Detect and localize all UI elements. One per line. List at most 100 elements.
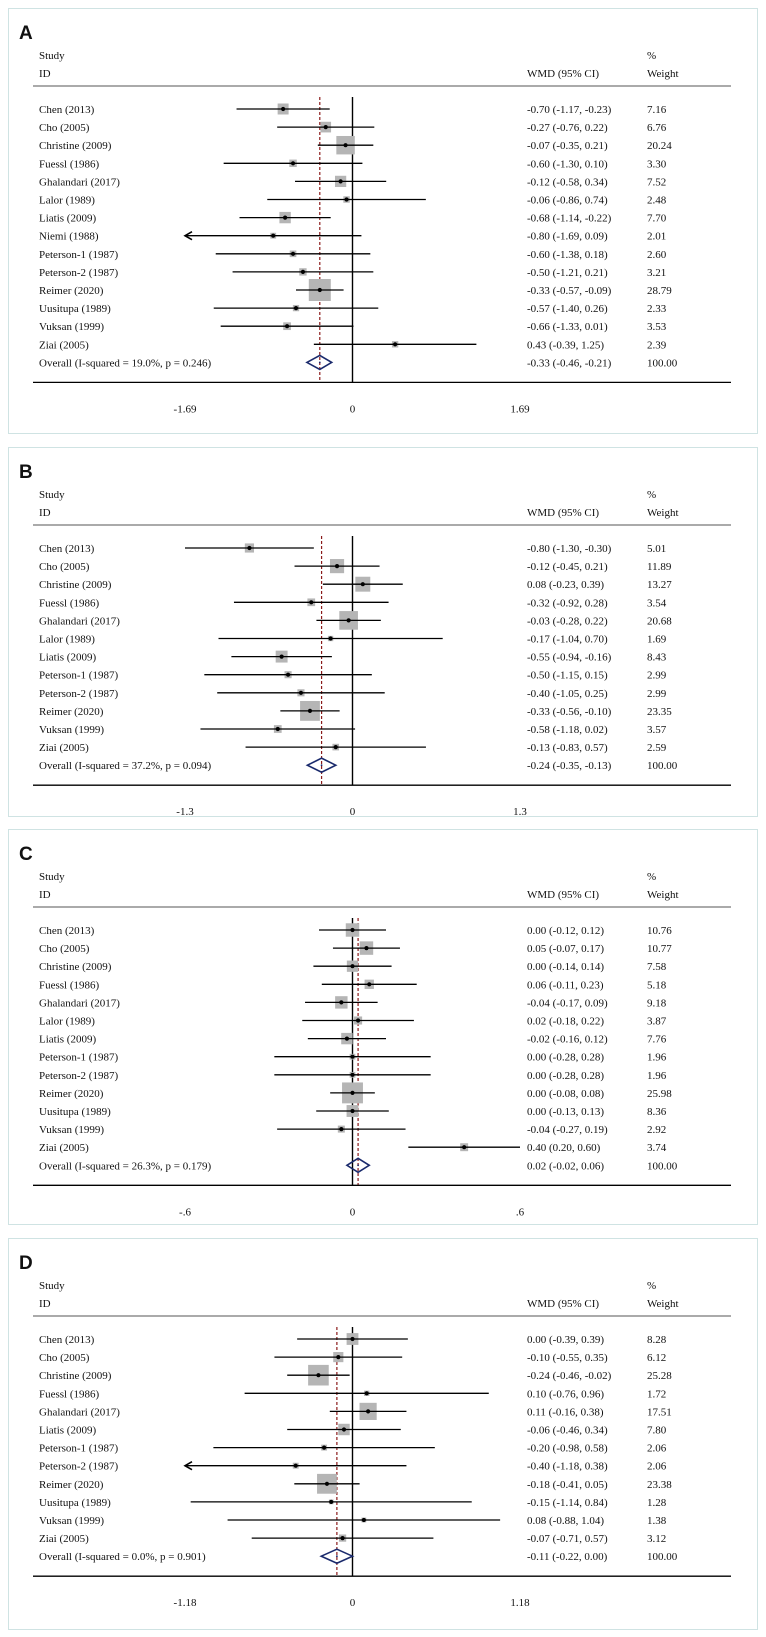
- point-estimate: [339, 1127, 344, 1132]
- study-label: Liatis (2009): [39, 1034, 96, 1046]
- point-estimate: [350, 927, 355, 933]
- x-tick-label: -.6: [179, 1206, 191, 1218]
- study-weight-text: 3.54: [647, 597, 667, 609]
- header-study: Study: [39, 50, 65, 62]
- study-label: Peterson-1 (1987): [39, 1052, 118, 1064]
- study-row: Uusitupa (1989) 0.00 (-0.13, 0.13) 8.36: [39, 1105, 667, 1118]
- point-estimate: [343, 143, 348, 148]
- point-estimate: [350, 1108, 355, 1114]
- overall-ci-text: 0.02 (-0.02, 0.06): [527, 1160, 604, 1172]
- study-ci-text: -0.55 (-0.94, -0.16): [527, 652, 612, 664]
- study-label: Fuessl (1986): [39, 158, 100, 170]
- study-weight-text: 1.69: [647, 634, 667, 646]
- study-weight-text: 5.18: [647, 979, 667, 991]
- header-percent: %: [647, 50, 656, 62]
- study-row: Uusitupa (1989) -0.57 (-1.40, 0.26) 2.33: [39, 303, 667, 315]
- study-weight-text: 8.43: [647, 652, 667, 664]
- point-estimate: [360, 582, 365, 587]
- header-id: ID: [39, 68, 51, 80]
- study-ci-text: -0.06 (-0.86, 0.74): [527, 195, 608, 207]
- study-ci-text: -0.57 (-1.40, 0.26): [527, 303, 608, 315]
- study-label: Fuessl (1986): [39, 597, 100, 609]
- point-estimate: [271, 233, 276, 238]
- overall-row: Overall (I-squared = 37.2%, p = 0.094) -0…: [39, 757, 678, 774]
- study-row: Chen (2013) -0.70 (-1.17, -0.23) 7.16: [39, 103, 667, 116]
- point-estimate: [344, 1036, 350, 1041]
- study-ci-text: -0.58 (-1.18, 0.02): [527, 724, 608, 736]
- study-label: Christine (2009): [39, 1370, 112, 1382]
- study-row: Peterson-1 (1987) -0.50 (-1.15, 0.15) 2.99: [39, 670, 667, 682]
- study-weight-text: 1.72: [647, 1388, 666, 1400]
- study-label: Ghalandari (2017): [39, 997, 120, 1009]
- study-row: Vuksan (1999) -0.58 (-1.18, 0.02) 3.57: [39, 724, 667, 736]
- study-label: Cho (2005): [39, 1352, 90, 1364]
- overall-weight-text: 100.00: [647, 1160, 678, 1172]
- study-weight-text: 8.28: [647, 1334, 667, 1346]
- study-label: Niemi (1988): [39, 231, 99, 243]
- study-ci-text: -0.02 (-0.16, 0.12): [527, 1034, 608, 1046]
- study-weight-text: 11.89: [647, 561, 672, 573]
- study-row: Ghalandari (2017) -0.03 (-0.28, 0.22) 20.6…: [39, 611, 672, 630]
- study-ci-text: -0.33 (-0.57, -0.09): [527, 285, 612, 297]
- study-label: Vuksan (1999): [39, 321, 104, 333]
- study-label: Uusitupa (1989): [39, 1106, 111, 1118]
- study-label: Liatis (2009): [39, 213, 96, 225]
- forest-plot-b: B Study ID WMD (95% CI)% Weight Chen (2013) -0…: [19, 462, 731, 816]
- header-effect: WMD (95% CI): [527, 507, 599, 519]
- point-estimate: [364, 1391, 369, 1396]
- point-estimate: [298, 690, 304, 695]
- study-row: Christine (2009) 0.00 (-0.14, 0.14) 7.58: [39, 960, 667, 973]
- study-label: Uusitupa (1989): [39, 303, 111, 315]
- point-estimate: [344, 197, 349, 202]
- study-weight-text: 2.60: [647, 249, 667, 261]
- header-effect: WMD (95% CI): [527, 1298, 599, 1310]
- point-estimate: [247, 545, 252, 551]
- study-label: Uusitupa (1989): [39, 1497, 111, 1509]
- study-row: Niemi (1988) -0.80 (-1.69, 0.09) 2.01: [39, 231, 666, 243]
- study-ci-text: 0.40 (0.20, 0.60): [527, 1142, 601, 1154]
- study-ci-text: -0.12 (-0.45, 0.21): [527, 561, 608, 573]
- study-label: Ghalandari (2017): [39, 615, 120, 627]
- point-estimate: [350, 1054, 355, 1059]
- study-weight-text: 3.87: [647, 1016, 667, 1028]
- x-tick-label: 0: [350, 1597, 356, 1609]
- study-label: Cho (2005): [39, 943, 90, 955]
- study-label: Chen (2013): [39, 1334, 95, 1346]
- point-estimate: [285, 672, 291, 677]
- study-label: Cho (2005): [39, 561, 90, 573]
- point-estimate: [279, 654, 284, 659]
- study-weight-text: 20.68: [647, 615, 672, 627]
- study-label: Reimer (2020): [39, 285, 104, 297]
- study-weight-text: 2.99: [647, 688, 667, 700]
- study-ci-text: -0.70 (-1.17, -0.23): [527, 104, 612, 116]
- point-estimate: [350, 1090, 355, 1095]
- study-weight-text: 3.12: [647, 1533, 666, 1545]
- point-estimate: [366, 1409, 371, 1414]
- study-weight-text: 2.99: [647, 670, 667, 682]
- point-estimate: [322, 1445, 327, 1450]
- study-ci-text: -0.50 (-1.15, 0.15): [527, 670, 608, 682]
- header-id: ID: [39, 1298, 51, 1310]
- point-estimate: [462, 1145, 467, 1150]
- panel-label: C: [19, 844, 33, 865]
- panel-a: A Study ID WMD (95% CI)% Weight Chen (2013) -0…: [8, 8, 758, 434]
- study-weight-text: 10.76: [647, 925, 672, 937]
- overall-label: Overall (I-squared = 37.2%, p = 0.094): [39, 760, 212, 772]
- study-ci-text: 0.00 (-0.08, 0.08): [527, 1088, 604, 1100]
- study-row: Ghalandari (2017) -0.04 (-0.17, 0.09) 9.18: [39, 996, 667, 1009]
- study-weight-text: 3.57: [647, 724, 667, 736]
- x-tick-label: -1.69: [174, 403, 197, 415]
- overall-ci-text: -0.11 (-0.22, 0.00): [527, 1551, 608, 1563]
- panel-d: D Study ID WMD (95% CI)% Weight Chen (2013) 0.…: [8, 1238, 758, 1630]
- study-ci-text: 0.00 (-0.13, 0.13): [527, 1106, 604, 1118]
- study-weight-text: 23.35: [647, 706, 672, 718]
- study-row: Peterson-1 (1987) -0.20 (-0.98, 0.58) 2.06: [39, 1443, 667, 1455]
- study-row: Reimer (2020) -0.33 (-0.56, -0.10) 23.35: [39, 700, 672, 721]
- study-label: Peterson-1 (1987): [39, 249, 118, 261]
- study-weight-text: 3.21: [647, 267, 666, 279]
- header-percent: %: [647, 1280, 656, 1292]
- overall-label: Overall (I-squared = 26.3%, p = 0.179): [39, 1160, 212, 1172]
- study-weight-text: 17.51: [647, 1406, 672, 1418]
- overall-diamond: [345, 1157, 371, 1174]
- header-weight: Weight: [647, 68, 679, 80]
